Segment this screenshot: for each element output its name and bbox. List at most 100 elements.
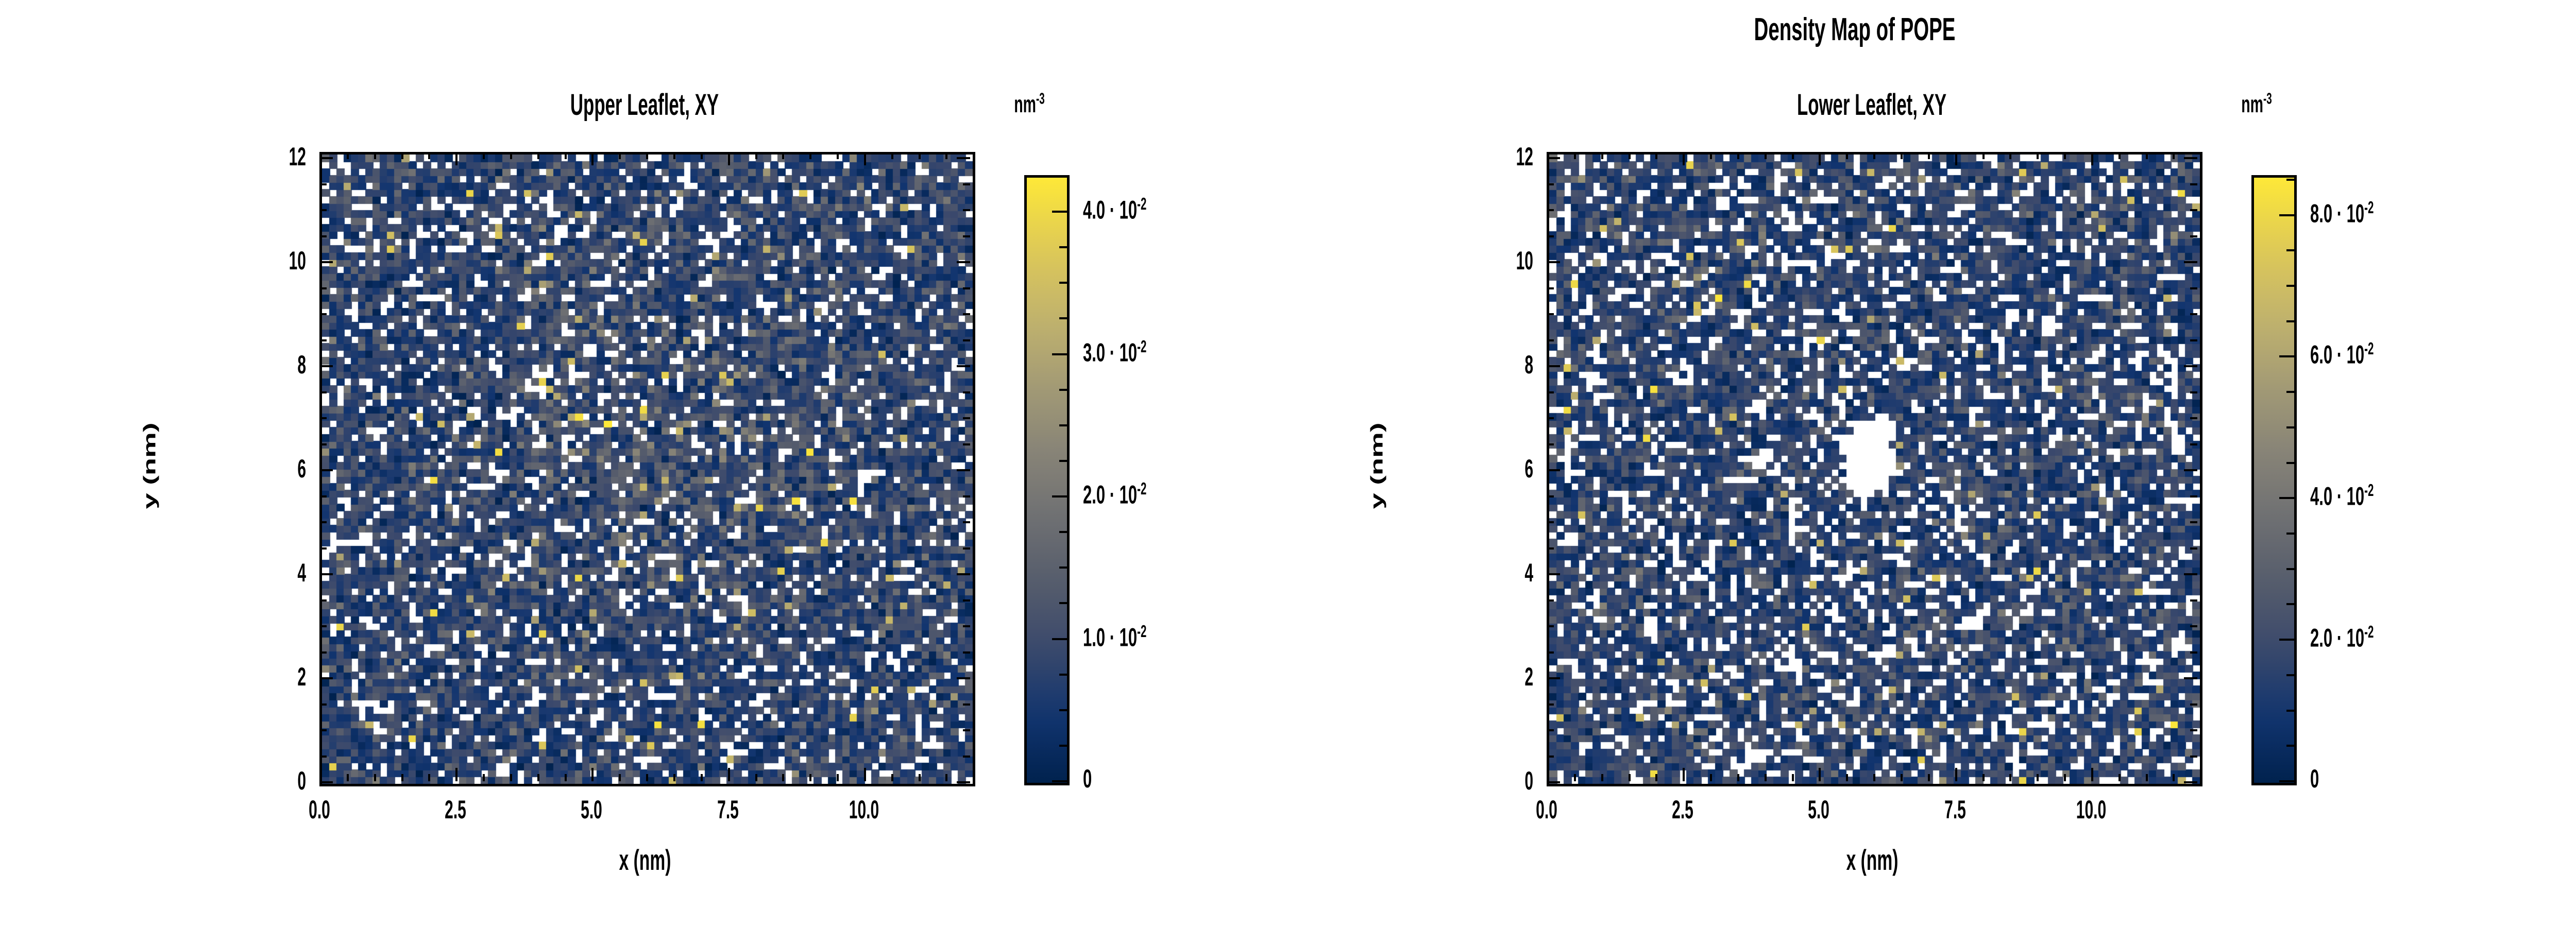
axis-tick <box>1547 469 1560 472</box>
axis-tick <box>957 469 970 472</box>
axis-tick <box>963 391 970 393</box>
axis-tick <box>1601 152 1603 159</box>
x-tick-label: 5.0 <box>581 795 603 824</box>
axis-tick <box>319 755 327 758</box>
axis-tick <box>809 774 812 781</box>
axis-tick <box>2145 152 2148 159</box>
colorbar-tick-label: 8.0 · 10-2 <box>2310 197 2374 228</box>
axis-tick <box>957 261 970 264</box>
axis-tick <box>2091 152 2093 165</box>
axis-tick <box>1601 774 1603 781</box>
axis-tick <box>319 521 327 524</box>
axis-tick <box>1628 152 1631 159</box>
colorbar-tick-label: 6.0 · 10-2 <box>2310 339 2374 370</box>
colorbar-minor-tick <box>2286 178 2297 181</box>
colorbar-minor-tick <box>1059 566 1070 569</box>
axis-tick <box>837 152 839 159</box>
axis-tick <box>2037 152 2039 159</box>
axis-tick <box>2184 157 2197 160</box>
axis-tick <box>319 261 333 264</box>
axis-tick <box>646 774 649 781</box>
colorbar-minor-tick <box>2286 533 2297 535</box>
colorbar-tick <box>1052 780 1070 782</box>
axis-tick <box>918 774 921 781</box>
axis-tick <box>2184 677 2197 680</box>
axis-tick <box>1547 287 1554 289</box>
axis-tick <box>673 774 675 781</box>
colorbar-tick-label: 0 <box>2310 764 2319 793</box>
axis-tick <box>2190 729 2197 731</box>
axis-tick <box>319 677 333 680</box>
colorbar-minor-tick <box>1059 175 1070 177</box>
axis-tick <box>1710 152 1713 159</box>
colorbar-minor-tick <box>2286 674 2297 676</box>
axis-tick <box>963 729 970 731</box>
colorbar-tick-label: 2.0 · 10-2 <box>2310 622 2374 653</box>
colorbar-tick <box>1052 211 1070 213</box>
axis-tick <box>727 768 730 781</box>
axis-tick <box>319 183 327 185</box>
axis-tick <box>2184 573 2197 576</box>
y-tick-label: 10 <box>1516 246 1533 276</box>
axis-tick <box>2190 521 2197 524</box>
y-tick-label: 5.0 <box>2503 211 2576 241</box>
colorbar[interactable] <box>1024 175 1070 785</box>
axis-tick <box>619 774 621 781</box>
y-tick-label: 6 <box>1524 454 1533 484</box>
axis-tick <box>1547 599 1554 602</box>
x-tick-label: 10.0 <box>2076 795 2107 824</box>
axis-tick <box>2091 768 2093 781</box>
colorbar-tick-label: 1.0 · 10-2 <box>1083 621 1147 652</box>
colorbar-minor-tick <box>1059 673 1070 676</box>
colorbar-unit-label: nm-3 <box>1014 90 1045 117</box>
axis-tick <box>1547 547 1554 550</box>
axis-tick <box>963 599 970 602</box>
x-tick-label: 0.0 <box>309 795 330 824</box>
axis-tick <box>1683 768 1685 781</box>
axis-tick <box>1655 152 1658 159</box>
colorbar-minor-tick <box>1059 424 1070 426</box>
axis-tick <box>537 152 539 159</box>
axis-tick <box>1547 313 1554 316</box>
axis-tick <box>2190 547 2197 550</box>
axis-tick <box>2009 152 2012 159</box>
axis-tick <box>2173 152 2175 159</box>
axis-tick <box>891 774 893 781</box>
colorbar-minor-tick <box>2286 320 2297 322</box>
axis-tick <box>1737 774 1739 781</box>
axis-tick <box>1547 677 1560 680</box>
axis-tick <box>428 152 431 159</box>
axis-tick <box>1764 774 1767 781</box>
colorbar-tick <box>2279 780 2297 782</box>
axis-tick <box>319 768 321 781</box>
axis-tick <box>1955 768 1957 781</box>
colorbar-minor-tick <box>1059 709 1070 711</box>
axis-tick <box>1547 365 1560 368</box>
axis-tick <box>1547 339 1554 341</box>
axis-tick <box>1547 391 1554 393</box>
axis-tick <box>319 573 333 576</box>
axis-tick <box>1873 152 1876 159</box>
heatmap-plot-area[interactable] <box>319 152 975 786</box>
colorbar[interactable] <box>2251 175 2297 785</box>
axis-tick <box>1547 183 1554 185</box>
axis-tick <box>1547 755 1554 758</box>
axis-tick <box>319 469 333 472</box>
heatmap-canvas <box>1549 154 2200 784</box>
y-tick-label: 2.5 <box>2503 328 2576 357</box>
axis-tick <box>1547 521 1554 524</box>
axis-tick <box>2190 235 2197 237</box>
axis-tick <box>319 703 327 706</box>
axis-tick <box>401 152 403 159</box>
axis-tick <box>319 157 333 160</box>
colorbar-tick-label: 0 <box>1083 764 1092 793</box>
axis-tick <box>963 209 970 212</box>
colorbar-minor-tick <box>1059 602 1070 605</box>
heatmap-plot-area[interactable] <box>1547 152 2202 786</box>
axis-tick <box>755 774 757 781</box>
axis-tick <box>782 152 785 159</box>
colorbar-minor-tick <box>2286 285 2297 287</box>
axis-tick <box>1873 774 1876 781</box>
axis-tick <box>1547 261 1560 264</box>
axis-tick <box>2190 183 2197 185</box>
